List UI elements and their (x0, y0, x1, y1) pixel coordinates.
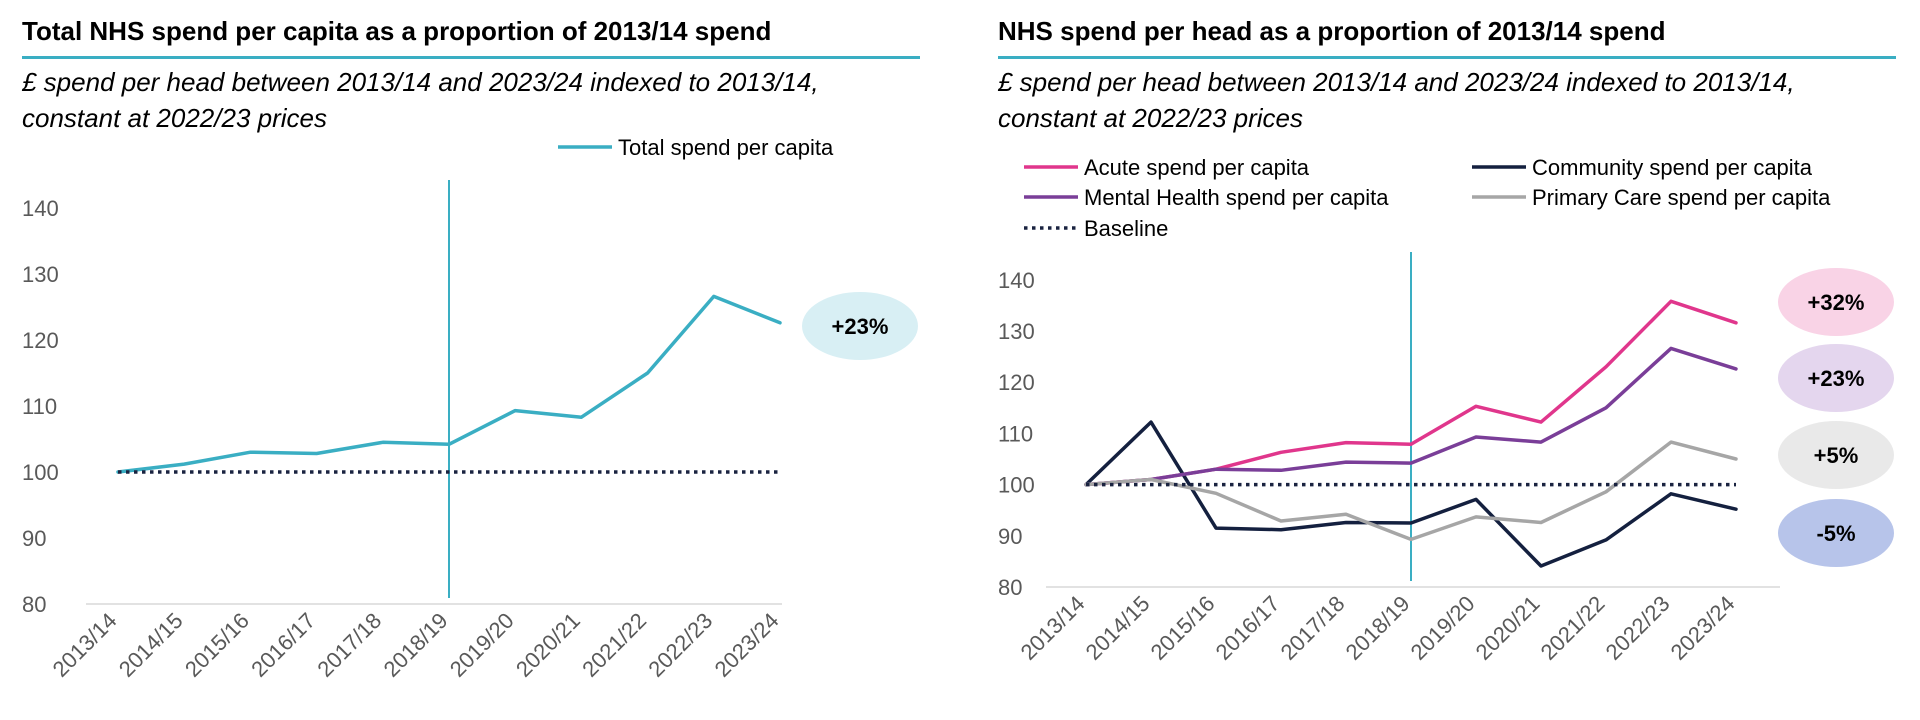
y-tick-label: 110 (22, 394, 57, 419)
series-line-primary-care-spend-per-capita (1084, 440, 1738, 542)
change-bubble (1778, 421, 1894, 489)
y-tick-label: 90 (998, 524, 1022, 549)
x-tick-label: 2015/16 (1146, 591, 1220, 665)
series-line-community-spend-per-capita (1084, 420, 1738, 568)
change-bubble (1778, 344, 1894, 412)
y-tick-label: 140 (998, 268, 1035, 293)
change-bubble-label: +5% (1814, 443, 1859, 468)
x-tick-label: 2019/20 (445, 608, 519, 682)
y-tick-label: 130 (22, 262, 59, 287)
series-line-mental-health-spend-per-capita (1084, 346, 1738, 487)
x-tick-label: 2020/21 (511, 608, 585, 682)
x-tick-label: 2016/17 (1211, 591, 1285, 665)
x-tick-label: 2018/19 (1341, 591, 1415, 665)
title-divider (998, 56, 1896, 59)
y-tick-label: 100 (998, 473, 1035, 498)
x-tick-label: 2022/23 (643, 608, 717, 682)
legend-label-primary-care-spend-per-capita: Primary Care spend per capita (1532, 185, 1831, 210)
x-tick-label: 2020/21 (1471, 591, 1545, 665)
x-tick-label: 2021/22 (1536, 591, 1610, 665)
x-tick-label: 2023/24 (710, 608, 784, 682)
chart-title: NHS spend per head as a proportion of 20… (998, 16, 1666, 46)
y-tick-label: 130 (998, 319, 1035, 344)
x-tick-label: 2014/15 (1081, 591, 1155, 665)
service-spend-chart-panel: NHS spend per head as a proportion of 20… (998, 0, 1918, 720)
y-tick-label: 100 (22, 460, 59, 485)
legend-label-acute-spend-per-capita: Acute spend per capita (1084, 155, 1310, 180)
x-tick-label: 2019/20 (1406, 591, 1480, 665)
x-tick-label: 2021/22 (577, 608, 651, 682)
x-tick-label: 2018/19 (379, 608, 453, 682)
change-bubble-label: +32% (1808, 290, 1865, 315)
y-tick-label: 110 (998, 421, 1033, 446)
total-spend-chart: 80 90 100 110 120 130 140 2013/142014/152015/16… (22, 135, 918, 682)
y-tick-label: 120 (998, 370, 1035, 395)
service-spend-chart: 80 90 100 110 120 130 140 2013/142014/152015/16… (998, 155, 1894, 665)
x-tick-label: 2014/15 (114, 608, 188, 682)
chart-subtitle: £ spend per head between 2013/14 and 202… (22, 67, 819, 133)
y-tick-label: 90 (22, 526, 46, 551)
legend-label-baseline: Baseline (1084, 216, 1168, 241)
y-tick-label: 120 (22, 328, 59, 353)
legend-label-total-spend-per-capita: Total spend per capita (618, 135, 834, 160)
change-bubble-label: +23% (832, 314, 889, 339)
chart-title: Total NHS spend per capita as a proporti… (22, 16, 772, 46)
x-tick-label: 2016/17 (246, 608, 320, 682)
x-tick-label: 2015/16 (180, 608, 254, 682)
x-tick-label: 2017/18 (312, 608, 386, 682)
x-tick-label: 2013/14 (48, 608, 122, 682)
change-bubble-label: -5% (1816, 521, 1855, 546)
x-tick-label: 2013/14 (1016, 591, 1090, 665)
y-tick-label: 80 (22, 592, 46, 617)
x-tick-label: 2017/18 (1276, 591, 1350, 665)
change-bubble (802, 292, 918, 360)
y-tick-label: 140 (22, 196, 59, 221)
legend-label-community-spend-per-capita: Community spend per capita (1532, 155, 1813, 180)
series-line-total-spend-per-capita (116, 294, 782, 474)
x-tick-label: 2023/24 (1666, 591, 1740, 665)
chart-subtitle: £ spend per head between 2013/14 and 202… (998, 67, 1795, 133)
total-spend-chart-panel: Total NHS spend per capita as a proporti… (22, 0, 942, 720)
y-tick-label: 80 (998, 575, 1022, 600)
x-tick-label: 2022/23 (1601, 591, 1675, 665)
legend-label-mental-health-spend-per-capita: Mental Health spend per capita (1084, 185, 1389, 210)
change-bubble (1778, 499, 1894, 567)
title-divider (22, 56, 920, 59)
change-bubble-label: +23% (1808, 366, 1865, 391)
change-bubble (1778, 268, 1894, 336)
